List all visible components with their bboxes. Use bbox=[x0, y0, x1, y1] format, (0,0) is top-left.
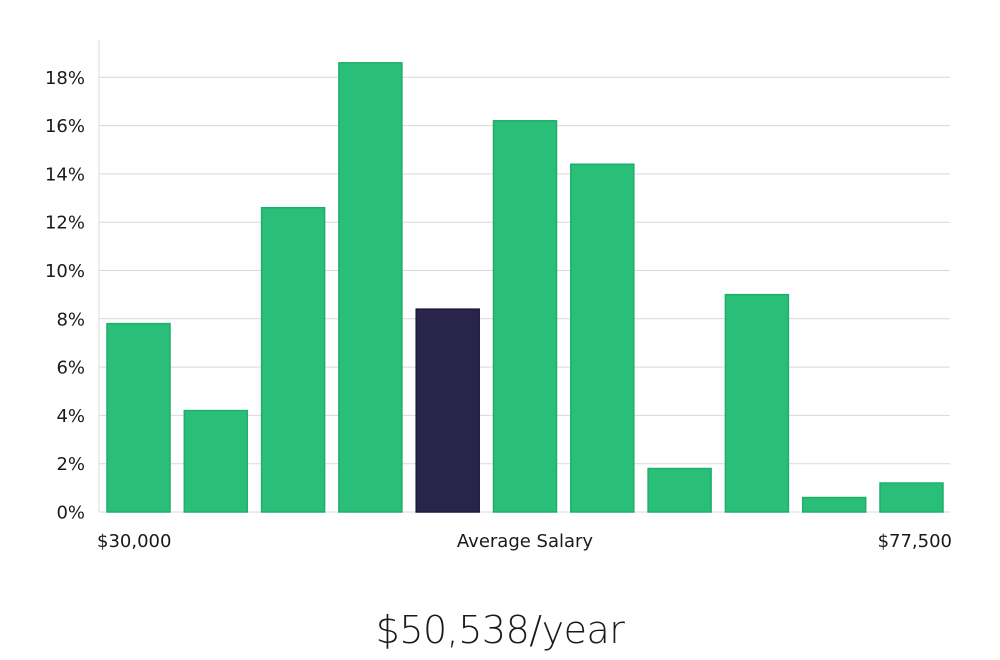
bar bbox=[183, 409, 249, 513]
average-salary-value: $50,538/year bbox=[375, 608, 625, 652]
y-tick-label: 4% bbox=[56, 406, 85, 427]
bar bbox=[724, 293, 790, 513]
bar bbox=[570, 163, 635, 513]
bar bbox=[879, 482, 944, 513]
y-tick-label: 14% bbox=[45, 164, 85, 185]
x-axis-start-label: $30,000 bbox=[97, 531, 171, 552]
y-axis-tick-labels: 0% 2% 4% 6% 8% 10% 12% 14% 16% 18% bbox=[45, 68, 85, 524]
y-tick-label: 0% bbox=[56, 503, 85, 524]
bar bbox=[492, 120, 558, 513]
y-tick-label: 6% bbox=[56, 358, 85, 379]
y-tick-label: 2% bbox=[56, 454, 85, 475]
y-tick-label: 16% bbox=[45, 116, 85, 137]
bar bbox=[647, 467, 712, 513]
y-tick-label: 10% bbox=[45, 261, 85, 282]
x-axis-title: Average Salary bbox=[457, 531, 594, 552]
bar-highlighted bbox=[415, 308, 480, 513]
bar bbox=[338, 62, 403, 513]
y-tick-label: 12% bbox=[45, 213, 85, 234]
bar bbox=[260, 206, 326, 513]
y-tick-label: 18% bbox=[45, 68, 85, 89]
y-tick-label: 8% bbox=[56, 309, 85, 330]
bars bbox=[106, 62, 944, 513]
x-axis-end-label: $77,500 bbox=[878, 531, 952, 552]
bar bbox=[801, 496, 867, 513]
bar bbox=[106, 322, 171, 513]
